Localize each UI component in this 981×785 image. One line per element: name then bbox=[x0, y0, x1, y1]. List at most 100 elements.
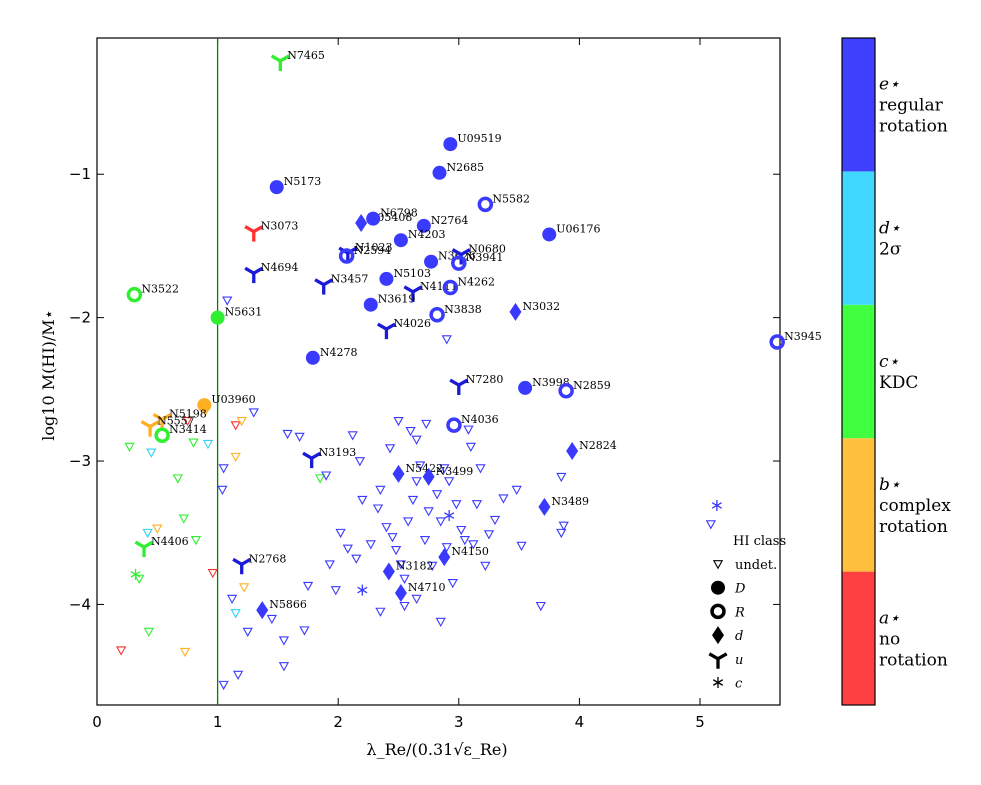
point-label: N3522 bbox=[141, 283, 179, 296]
undetected-point bbox=[451, 500, 462, 510]
data-point: N2824 bbox=[566, 439, 617, 460]
point-label: N4262 bbox=[457, 276, 495, 289]
point-label: N3032 bbox=[522, 300, 560, 313]
data-point: N5866 bbox=[256, 598, 307, 620]
point-marker-D bbox=[393, 233, 408, 248]
undetected-point bbox=[188, 438, 199, 448]
undetected-point bbox=[498, 494, 509, 504]
point-marker-u bbox=[376, 322, 396, 340]
point-marker-u bbox=[140, 420, 160, 437]
undetected-point bbox=[556, 528, 567, 539]
point-label: N3457 bbox=[331, 273, 369, 286]
data-point: N3032 bbox=[509, 300, 560, 321]
point-label: N4694 bbox=[261, 261, 299, 274]
data-point: N7465 bbox=[270, 49, 325, 71]
legend-marker-c bbox=[712, 677, 724, 688]
undetected-point bbox=[421, 419, 432, 430]
data-point: N4262 bbox=[442, 276, 495, 296]
point-marker-d bbox=[566, 441, 579, 460]
data-point: N4710 bbox=[394, 581, 446, 602]
data-point: N3941 bbox=[451, 251, 503, 271]
undetected-point bbox=[321, 471, 332, 481]
undetected-point bbox=[365, 540, 376, 550]
undetected-point bbox=[142, 528, 153, 539]
data-point: N4203 bbox=[393, 228, 446, 248]
data-point: N5557 bbox=[140, 415, 195, 437]
y-tick-label: −4 bbox=[69, 595, 91, 613]
point-label: N2768 bbox=[249, 552, 287, 565]
legend-marker-d bbox=[712, 626, 724, 645]
undetected-point bbox=[456, 525, 467, 536]
undetected-point bbox=[435, 517, 446, 527]
legend-title: HI class bbox=[733, 534, 786, 549]
undetected-point bbox=[459, 535, 470, 546]
x-tick-label: 5 bbox=[695, 713, 705, 731]
colorbar-symbol: b⋆ bbox=[879, 475, 901, 495]
data-point: N6798 bbox=[366, 207, 418, 226]
colorbar-segment-e bbox=[842, 38, 875, 172]
undetected-point bbox=[375, 607, 386, 617]
point-label: N3073 bbox=[261, 220, 299, 233]
undetected-point bbox=[217, 485, 228, 496]
point-marker-R bbox=[429, 307, 445, 323]
point-marker-D bbox=[363, 297, 378, 312]
undetected-point bbox=[347, 431, 358, 441]
legend-marker-undet bbox=[712, 560, 724, 570]
legend-label: u bbox=[735, 653, 743, 668]
colorbar-label: KDC bbox=[879, 373, 918, 393]
point-marker-D bbox=[210, 310, 225, 325]
data-point: N3193 bbox=[302, 446, 356, 469]
undetected-point bbox=[435, 617, 446, 627]
undetected-point bbox=[354, 457, 366, 467]
x-tick-label: 3 bbox=[454, 713, 464, 731]
point-label: N1023 bbox=[355, 241, 393, 254]
undetected-point bbox=[468, 540, 479, 550]
data-point: N3838 bbox=[429, 303, 482, 323]
colorbar-frame bbox=[841, 37, 876, 706]
point-label: N3182 bbox=[396, 559, 434, 572]
undetected-point bbox=[480, 561, 491, 572]
data-point: N7280 bbox=[449, 373, 503, 396]
undetected-point bbox=[399, 601, 410, 612]
colorbar-label: no bbox=[879, 629, 900, 649]
point-marker-D bbox=[518, 380, 533, 395]
data-point: N5582 bbox=[477, 192, 530, 213]
undetected-point bbox=[226, 594, 238, 605]
data-point: N3945 bbox=[769, 330, 822, 350]
point-label: N7465 bbox=[287, 49, 325, 62]
colorbar-symbol: d⋆ bbox=[879, 219, 901, 239]
legend-label: c bbox=[735, 677, 743, 692]
legend-label: undet. bbox=[735, 558, 777, 573]
point-marker-R bbox=[477, 196, 494, 213]
point-marker-D bbox=[424, 254, 439, 269]
point-label: N5557 bbox=[157, 415, 195, 428]
point-marker-D bbox=[366, 211, 381, 226]
undetected-point bbox=[405, 427, 416, 437]
x-tick-label: 2 bbox=[333, 713, 343, 731]
point-marker-R bbox=[769, 334, 785, 350]
undetected-point bbox=[556, 472, 567, 483]
undetected-point bbox=[238, 583, 250, 593]
undetected-point bbox=[242, 627, 253, 638]
point-marker-d bbox=[256, 601, 269, 620]
data-point: N2768 bbox=[232, 552, 287, 575]
data-point: N3073 bbox=[244, 220, 299, 242]
data-point: N4278 bbox=[305, 346, 357, 365]
colorbar-label: 2σ bbox=[879, 240, 902, 260]
undetected-point bbox=[535, 601, 546, 612]
colorbar-label: complex bbox=[879, 496, 951, 516]
undetected-point bbox=[324, 560, 335, 570]
point-marker-u bbox=[244, 266, 264, 284]
point-marker-d bbox=[394, 583, 407, 602]
undetected-point bbox=[411, 594, 422, 605]
undetected-point bbox=[178, 514, 189, 524]
point-label: N3499 bbox=[436, 465, 474, 478]
undetected-point bbox=[439, 464, 450, 474]
undetected-point bbox=[393, 416, 404, 427]
point-marker-d bbox=[538, 497, 551, 516]
undetected-point bbox=[134, 574, 145, 584]
undetected-point bbox=[314, 474, 326, 484]
point-label: N5582 bbox=[492, 192, 530, 205]
undetected-point bbox=[282, 429, 293, 440]
point-label: N2594 bbox=[354, 244, 392, 257]
